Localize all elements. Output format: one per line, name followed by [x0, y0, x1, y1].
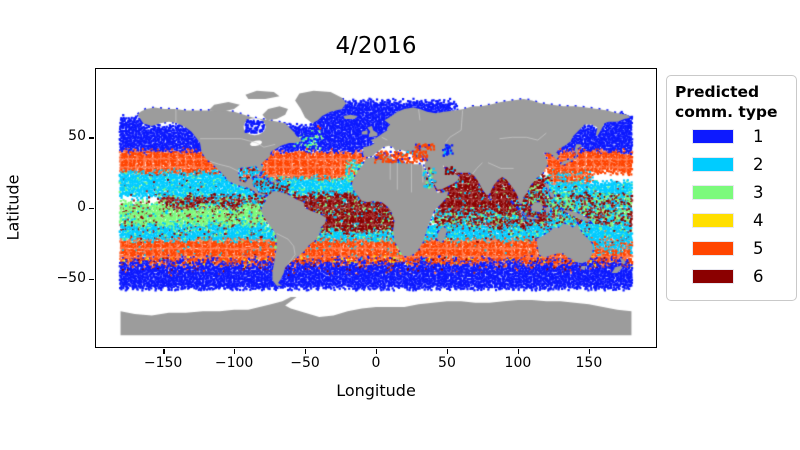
y-tick-mark: [89, 208, 94, 210]
legend-entry-label: 1: [753, 127, 764, 147]
legend-swatch-icon: [692, 185, 734, 201]
y-tick-label: 0: [77, 199, 86, 215]
legend-entry-label: 2: [753, 155, 764, 175]
legend-entry-1: 1: [675, 123, 792, 151]
legend-rows: 1 2 3 4 5 6: [675, 123, 792, 291]
x-tick-label: 50: [438, 355, 456, 371]
x-tick-label: 100: [504, 355, 532, 371]
plot-title: 4/2016: [335, 33, 417, 59]
y-tick-label: −50: [56, 269, 86, 286]
x-tick-label: 150: [575, 355, 603, 371]
x-tick-label: −50: [290, 355, 320, 371]
x-tick-mark: [517, 349, 520, 354]
legend-swatch-icon: [692, 213, 734, 229]
legend-swatch-icon: [692, 241, 734, 257]
legend-entry-label: 4: [753, 211, 764, 231]
legend-swatch-icon: [692, 269, 734, 285]
x-tick-mark: [234, 349, 236, 354]
x-tick-mark: [163, 349, 165, 354]
x-axis-label: Longitude: [336, 381, 416, 400]
legend-entry-label: 3: [753, 183, 764, 203]
world-map-scatter-canvas: [95, 68, 657, 348]
legend: Predicted comm. type 1 2 3 4 5 6: [666, 75, 797, 301]
legend-entry-3: 3: [675, 179, 792, 207]
x-tick-mark: [588, 349, 591, 354]
x-tick-mark: [376, 349, 378, 354]
y-tick-label: 50: [68, 128, 86, 145]
x-tick-label: −100: [214, 355, 254, 371]
legend-entry-label: 5: [753, 239, 764, 259]
legend-entry-label: 6: [753, 267, 764, 287]
y-tick-mark: [89, 278, 94, 281]
legend-title: Predicted comm. type: [675, 83, 778, 121]
y-axis-label: Latitude: [3, 174, 23, 241]
legend-entry-5: 5: [675, 235, 792, 263]
legend-entry-2: 2: [675, 151, 792, 179]
legend-swatch-icon: [692, 129, 734, 145]
x-tick-mark: [446, 349, 449, 354]
y-tick-mark: [89, 137, 94, 139]
x-tick-mark: [305, 349, 307, 354]
plot-area: [95, 68, 657, 348]
legend-swatch-icon: [692, 157, 734, 173]
x-tick-label: −150: [143, 355, 183, 371]
x-tick-label: 0: [371, 355, 381, 371]
legend-entry-6: 6: [675, 263, 792, 291]
legend-entry-4: 4: [675, 207, 792, 235]
